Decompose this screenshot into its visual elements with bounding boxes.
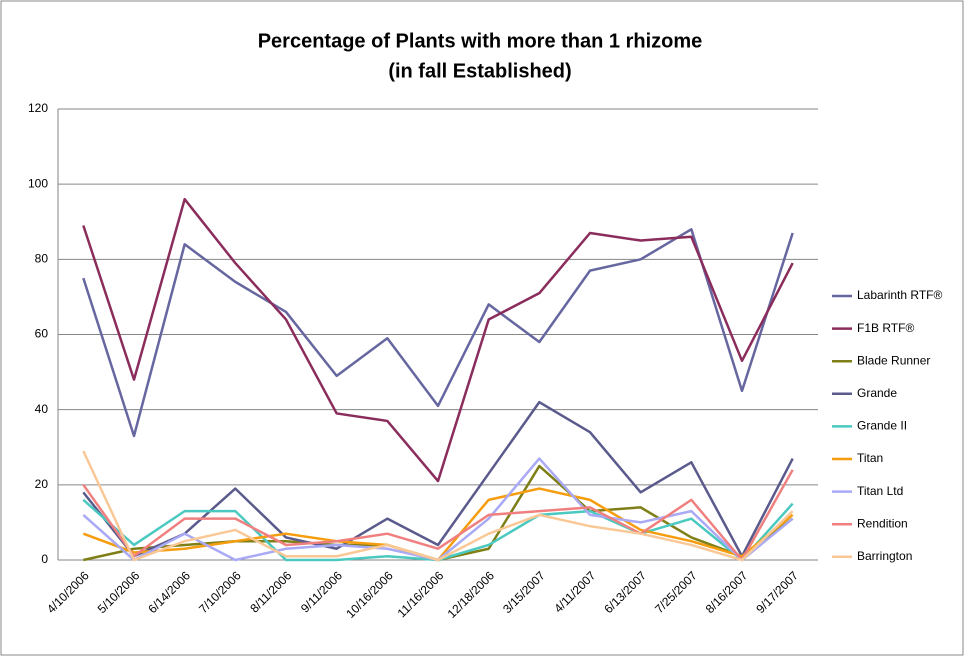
legend-label: Grande II <box>857 419 907 433</box>
y-tick-label: 20 <box>35 477 49 491</box>
y-tick-label: 60 <box>35 327 49 341</box>
y-tick-label: 80 <box>35 252 49 266</box>
y-tick-label: 120 <box>28 101 48 115</box>
legend-label: Titan Ltd <box>857 484 903 498</box>
series-line <box>82 450 794 562</box>
legend-label: Titan <box>857 451 883 465</box>
y-tick-label: 0 <box>41 552 48 566</box>
y-tick-label: 100 <box>28 176 48 190</box>
legend-label: Barrington <box>857 549 912 563</box>
legend-label: Labarinth RTF® <box>857 288 942 302</box>
chart-subtitle: (in fall Established) <box>388 60 571 82</box>
legend-label: Grande <box>857 386 897 400</box>
y-tick-label: 40 <box>35 402 49 416</box>
legend-label: Rendition <box>857 516 908 530</box>
legend-label: Blade Runner <box>857 353 930 367</box>
legend-label: F1B RTF® <box>857 321 914 335</box>
series-line <box>82 197 794 483</box>
chart-title: Percentage of Plants with more than 1 rh… <box>258 30 703 52</box>
series-line <box>82 469 794 562</box>
